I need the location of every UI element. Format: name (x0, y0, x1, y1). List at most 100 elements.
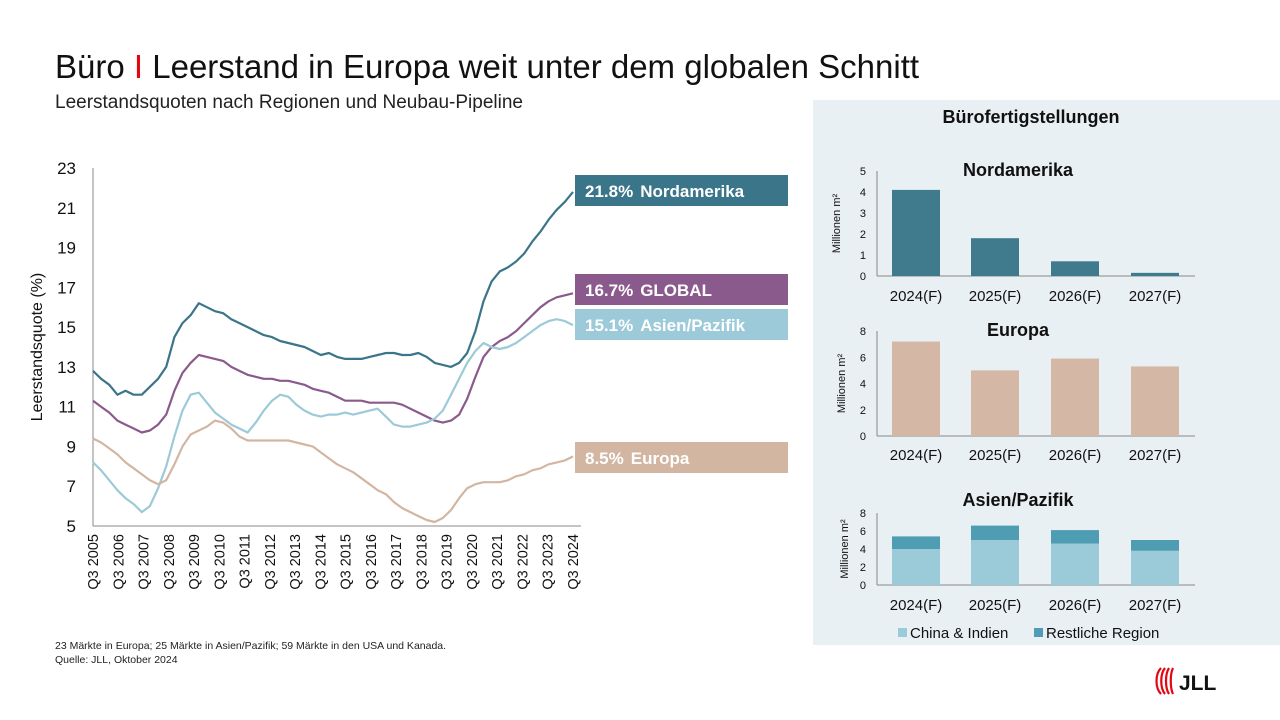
page-subtitle: Leerstandsquoten nach Regionen und Neuba… (55, 92, 523, 113)
bar-chart-title: Europa (987, 320, 1050, 340)
y-tick-label: 15 (57, 318, 76, 337)
bar-chart-title: Nordamerika (963, 160, 1074, 180)
y-tick-label: 23 (57, 159, 76, 178)
x-tick-label: Q3 2007 (137, 534, 153, 590)
y-axis-label: Leerstandsquote (%) (29, 273, 46, 422)
bar-y-tick-label: 4 (860, 544, 866, 556)
bar-category-label: 2024(F) (890, 288, 943, 305)
x-tick-label: Q3 2012 (263, 534, 279, 590)
x-tick-label: Q3 2021 (490, 534, 506, 590)
bar-y-axis-label: Millionen m² (836, 354, 848, 414)
bar (971, 370, 1019, 436)
bar-y-tick-label: 3 (860, 208, 866, 220)
svg-text:JLL: JLL (1179, 672, 1217, 695)
x-tick-label: Q3 2018 (414, 534, 430, 590)
series-label-name: GLOBAL (640, 281, 712, 300)
x-tick-label: Q3 2010 (212, 534, 228, 590)
bar-y-axis-label: Millionen m² (839, 519, 851, 579)
footnote-source: Quelle: JLL, Oktober 2024 (55, 654, 178, 666)
bar-y-tick-label: 2 (860, 405, 866, 417)
bar-segment (1051, 530, 1099, 544)
bar-y-tick-label: 0 (860, 431, 866, 443)
bar-y-tick-label: 1 (860, 250, 866, 262)
series-label-name: Asien/Pazifik (640, 316, 745, 335)
series-label-name: Europa (631, 449, 690, 468)
x-tick-label: Q3 2019 (440, 534, 456, 590)
legend-swatch (898, 628, 907, 637)
bar-category-label: 2027(F) (1129, 288, 1182, 305)
series-label-value: 16.7% (585, 281, 633, 300)
footnote-markets: 23 Märkte in Europa; 25 Märkte in Asien/… (55, 640, 447, 652)
bar (1051, 358, 1099, 436)
bar-segment (971, 525, 1019, 540)
completions-bar-charts: Bürofertigstellungen Nordamerika 0 1 2 3 4 5 Mil… (831, 107, 1195, 642)
y-tick-label: 13 (57, 358, 76, 377)
series-label-box-nordamerika (575, 175, 788, 206)
bar-segment (1131, 540, 1179, 551)
vacancy-line-chart: 5 7 9 11 13 15 17 19 21 23 Leerstandsquote (%) Q3 2… (29, 159, 788, 590)
jll-logo: JLL (1155, 667, 1217, 695)
series-label-box-asien (575, 309, 788, 340)
series-line-nordamerika (92, 191, 574, 396)
page-title: Büro I Leerstand in Europa weit unter de… (55, 48, 919, 86)
panel-title: Bürofertigstellungen (942, 107, 1119, 127)
bar-category-label: 2025(F) (969, 597, 1022, 614)
x-tick-label: Q3 2005 (86, 534, 102, 590)
series-label-global: 16.7% GLOBAL (585, 281, 712, 300)
completions-panel (813, 100, 1280, 645)
x-tick-label: Q3 2024 (566, 534, 582, 590)
y-tick-label: 19 (57, 239, 76, 258)
bar-category-label: 2024(F) (890, 447, 943, 464)
series-label-value: 15.1% (585, 316, 633, 335)
bar-chart-title: Asien/Pazifik (962, 490, 1074, 510)
bar (1131, 366, 1179, 436)
x-tick-label: Q3 2011 (238, 534, 254, 589)
x-tick-label: Q3 2014 (313, 534, 329, 590)
series-label-asien: 15.1% Asien/Pazifik (585, 316, 746, 335)
bar-y-tick-label: 2 (860, 229, 866, 241)
bar-y-tick-label: 8 (860, 508, 866, 520)
series-line-asien (92, 318, 574, 514)
bar-y-tick-label: 4 (860, 187, 866, 199)
y-tick-label: 17 (57, 278, 76, 297)
bar-segment (1051, 543, 1099, 585)
y-tick-label: 5 (67, 517, 76, 536)
bar-y-tick-label: 6 (860, 526, 866, 538)
bar-category-label: 2026(F) (1049, 447, 1102, 464)
y-tick-label: 7 (67, 477, 76, 496)
series-label-value: 8.5% (585, 449, 624, 468)
x-tick-label: Q3 2016 (364, 534, 380, 590)
bar-y-tick-label: 0 (860, 271, 866, 283)
series-label-box-global (575, 274, 788, 305)
bar-segment (892, 536, 940, 549)
y-tick-label: 11 (58, 398, 76, 417)
bar-y-tick-label: 0 (860, 580, 866, 592)
bar-category-label: 2027(F) (1129, 597, 1182, 614)
series-line-europa (92, 419, 574, 524)
x-tick-label: Q3 2020 (465, 534, 481, 590)
bar-y-tick-label: 6 (860, 352, 866, 364)
x-tick-label: Q3 2023 (541, 534, 557, 590)
x-tick-label: Q3 2015 (339, 534, 355, 590)
bar-y-axis-label: Millionen m² (831, 194, 843, 254)
series-label-europa: 8.5% Europa (585, 449, 690, 468)
x-tick-label: Q3 2009 (187, 534, 203, 590)
bar (892, 341, 940, 436)
bar (1051, 261, 1099, 276)
x-tick-label: Q3 2022 (515, 534, 531, 590)
title-separator: I (133, 48, 144, 85)
series-label-box-europa (575, 442, 788, 473)
legend-label: Restliche Region (1046, 625, 1159, 642)
bar-segment (892, 549, 940, 585)
bar-category-label: 2025(F) (969, 288, 1022, 305)
bar-category-label: 2026(F) (1049, 288, 1102, 305)
x-tick-label: Q3 2008 (162, 534, 178, 590)
series-line-global (92, 292, 574, 434)
bar-category-label: 2024(F) (890, 597, 943, 614)
x-tick-label: Q3 2006 (111, 534, 127, 590)
bar-category-label: 2026(F) (1049, 597, 1102, 614)
y-tick-label: 9 (67, 437, 76, 456)
y-tick-label: 21 (57, 199, 76, 218)
bar (1131, 272, 1179, 276)
bar-y-tick-label: 2 (860, 562, 866, 574)
